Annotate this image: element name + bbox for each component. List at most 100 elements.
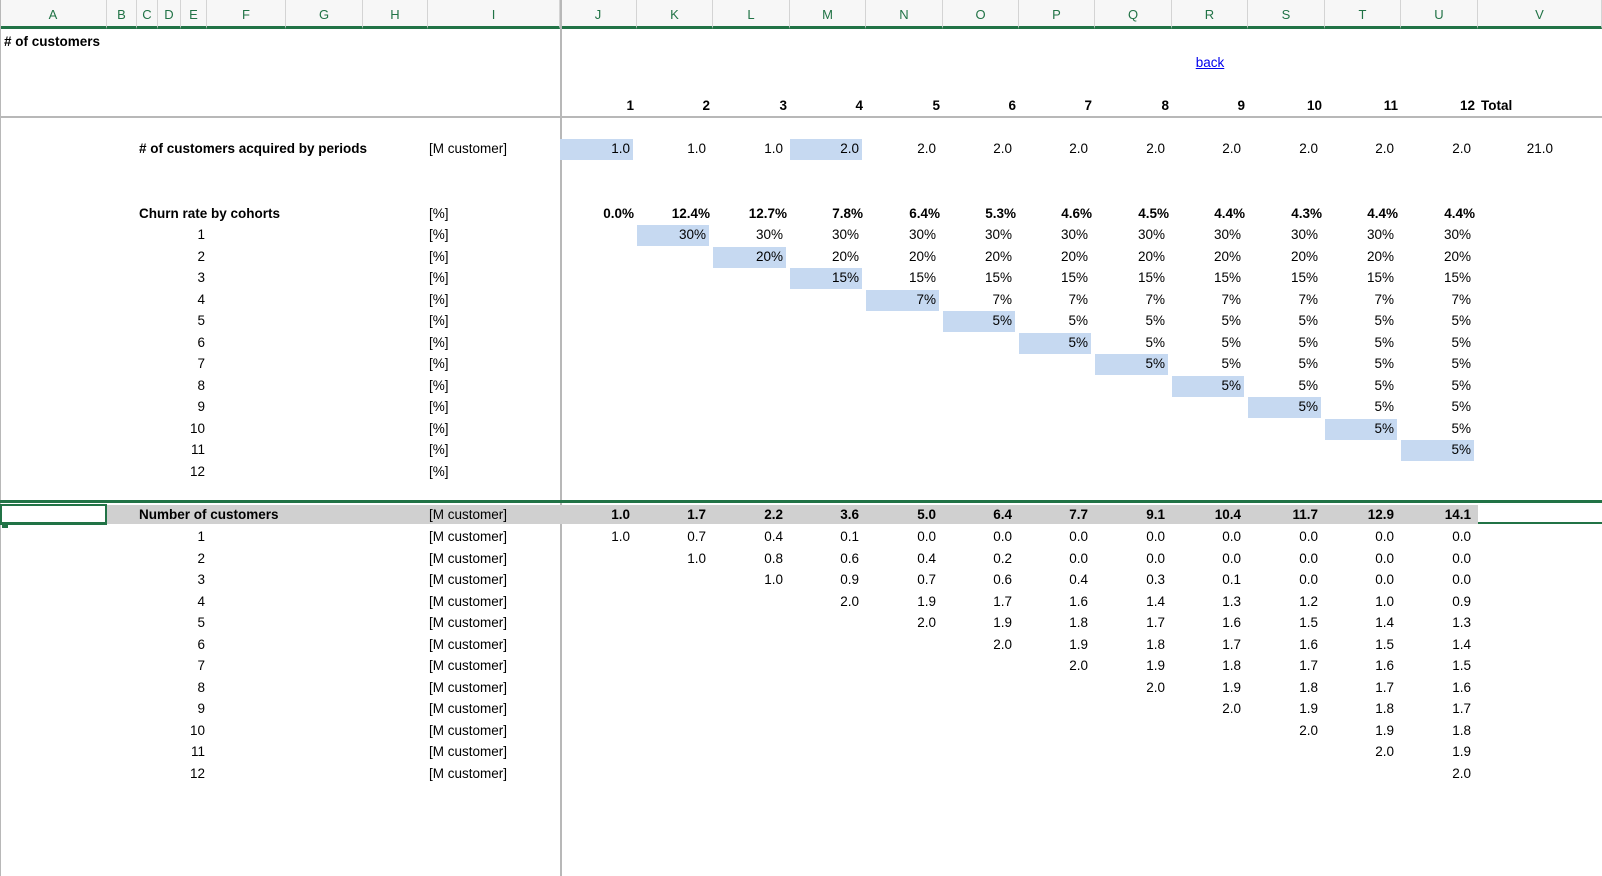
number-cell[interactable]: 1.9 (1146, 658, 1165, 673)
column-header-m[interactable]: M (790, 0, 866, 29)
number-cell[interactable]: 0.0 (1299, 529, 1318, 544)
number-cell[interactable]: 1.8 (1069, 615, 1088, 630)
number-cell[interactable]: 1.7 (1222, 636, 1241, 652)
number-cell[interactable]: 0.0 (1069, 550, 1088, 566)
acquired-cell[interactable]: 1.0 (560, 139, 633, 160)
number-cell[interactable]: 1.8 (1375, 701, 1394, 716)
number-cell[interactable]: 1.0 (764, 572, 783, 587)
churn-cell[interactable]: 5% (1451, 399, 1471, 414)
column-header-s[interactable]: S (1248, 0, 1325, 29)
acquired-cell[interactable]: 2.0 (1069, 141, 1088, 156)
churn-cell[interactable]: 7% (1068, 291, 1088, 307)
number-cell[interactable]: 1.3 (1452, 615, 1471, 630)
number-cell[interactable]: 1.6 (1375, 658, 1394, 673)
number-cell[interactable]: 1.4 (1375, 615, 1394, 630)
churn-cell[interactable]: 30% (755, 227, 783, 242)
churn-cell[interactable]: 30% (908, 227, 936, 242)
number-cell[interactable]: 2.0 (1146, 679, 1165, 695)
number-cell[interactable]: 1.0 (1375, 593, 1394, 609)
churn-cell[interactable]: 20% (908, 248, 936, 264)
number-cell[interactable]: 0.0 (1069, 529, 1088, 544)
number-cell[interactable]: 0.0 (1375, 572, 1394, 587)
back-link[interactable]: back (1195, 55, 1225, 70)
number-cell[interactable]: 0.4 (917, 550, 936, 566)
number-cell[interactable]: 1.9 (1452, 744, 1471, 759)
number-cell[interactable]: 0.9 (840, 572, 859, 587)
number-cell[interactable]: 1.7 (1452, 701, 1471, 716)
number-cell[interactable]: 1.7 (993, 593, 1012, 609)
number-cell[interactable]: 0.2 (993, 550, 1012, 566)
churn-cell[interactable]: 5% (1374, 334, 1394, 350)
churn-cell[interactable]: 5% (1298, 377, 1318, 393)
churn-cell[interactable]: 20% (1213, 248, 1241, 264)
churn-cell[interactable]: 15% (1366, 270, 1394, 285)
number-cell[interactable]: 0.0 (1222, 550, 1241, 566)
churn-cell[interactable]: 5% (1401, 440, 1474, 461)
number-cell[interactable]: 0.0 (1452, 572, 1471, 587)
churn-cell[interactable]: 5% (1325, 418, 1397, 440)
churn-cell[interactable]: 15% (1443, 270, 1471, 285)
number-cell[interactable]: 1.8 (1299, 679, 1318, 695)
number-cell[interactable]: 1.7 (1299, 658, 1318, 673)
column-header-a[interactable]: A (0, 0, 107, 29)
churn-cell[interactable]: 20% (984, 248, 1012, 264)
number-cell[interactable]: 1.5 (1299, 615, 1318, 630)
churn-cell[interactable]: 30% (637, 225, 709, 246)
number-cell[interactable]: 0.0 (1146, 550, 1165, 566)
acquired-cell[interactable]: 2.0 (1146, 141, 1165, 156)
churn-cell[interactable]: 7% (866, 289, 939, 311)
number-cell[interactable]: 0.4 (764, 529, 783, 544)
churn-cell[interactable]: 5% (1451, 356, 1471, 371)
number-cell[interactable]: 0.0 (993, 529, 1012, 544)
number-cell[interactable]: 0.0 (1146, 529, 1165, 544)
churn-cell[interactable]: 5% (943, 311, 1015, 332)
churn-cell[interactable]: 20% (1137, 248, 1165, 264)
churn-cell[interactable]: 15% (1213, 270, 1241, 285)
churn-cell[interactable]: 30% (831, 227, 859, 242)
number-cell[interactable]: 1.9 (917, 593, 936, 609)
churn-cell[interactable]: 5% (1374, 399, 1394, 414)
acquired-cell[interactable]: 2.0 (1299, 141, 1318, 156)
number-cell[interactable]: 1.9 (1375, 722, 1394, 738)
acquired-cell[interactable]: 2.0 (790, 139, 862, 160)
number-cell[interactable]: 1.6 (1069, 593, 1088, 609)
number-cell[interactable]: 0.0 (1299, 550, 1318, 566)
churn-cell[interactable]: 5% (1298, 334, 1318, 350)
number-cell[interactable]: 2.0 (1375, 744, 1394, 759)
number-cell[interactable]: 1.6 (1222, 615, 1241, 630)
churn-cell[interactable]: 5% (1248, 397, 1321, 418)
churn-cell[interactable]: 30% (1290, 227, 1318, 242)
churn-cell[interactable]: 15% (1137, 270, 1165, 285)
number-cell[interactable]: 0.0 (1452, 529, 1471, 544)
number-cell[interactable]: 1.8 (1452, 722, 1471, 738)
churn-cell[interactable]: 15% (984, 270, 1012, 285)
number-cell[interactable]: 2.0 (993, 636, 1012, 652)
churn-cell[interactable]: 7% (1221, 291, 1241, 307)
number-cell[interactable]: 2.0 (1222, 701, 1241, 716)
number-cell[interactable]: 1.5 (1375, 636, 1394, 652)
column-header-d[interactable]: D (158, 0, 181, 29)
number-cell[interactable]: 2.0 (1069, 658, 1088, 673)
churn-cell[interactable]: 20% (831, 248, 859, 264)
number-cell[interactable]: 0.4 (1069, 572, 1088, 587)
number-cell[interactable]: 0.8 (764, 550, 783, 566)
number-cell[interactable]: 0.6 (993, 572, 1012, 587)
churn-cell[interactable]: 5% (1451, 334, 1471, 350)
churn-cell[interactable]: 5% (1451, 313, 1471, 328)
column-header-f[interactable]: F (207, 0, 286, 29)
number-cell[interactable]: 0.7 (917, 572, 936, 587)
churn-cell[interactable]: 30% (1213, 227, 1241, 242)
churn-cell[interactable]: 20% (1290, 248, 1318, 264)
churn-cell[interactable]: 30% (1443, 227, 1471, 242)
number-cell[interactable]: 1.4 (1146, 593, 1165, 609)
number-cell[interactable]: 0.6 (840, 550, 859, 566)
column-header-h[interactable]: H (363, 0, 428, 29)
churn-cell[interactable]: 5% (1374, 377, 1394, 393)
churn-cell[interactable]: 7% (1145, 291, 1165, 307)
churn-cell[interactable]: 5% (1172, 375, 1244, 397)
number-cell[interactable]: 1.4 (1452, 636, 1471, 652)
column-header-t[interactable]: T (1325, 0, 1401, 29)
column-header-u[interactable]: U (1401, 0, 1478, 29)
churn-cell[interactable]: 20% (1366, 248, 1394, 264)
